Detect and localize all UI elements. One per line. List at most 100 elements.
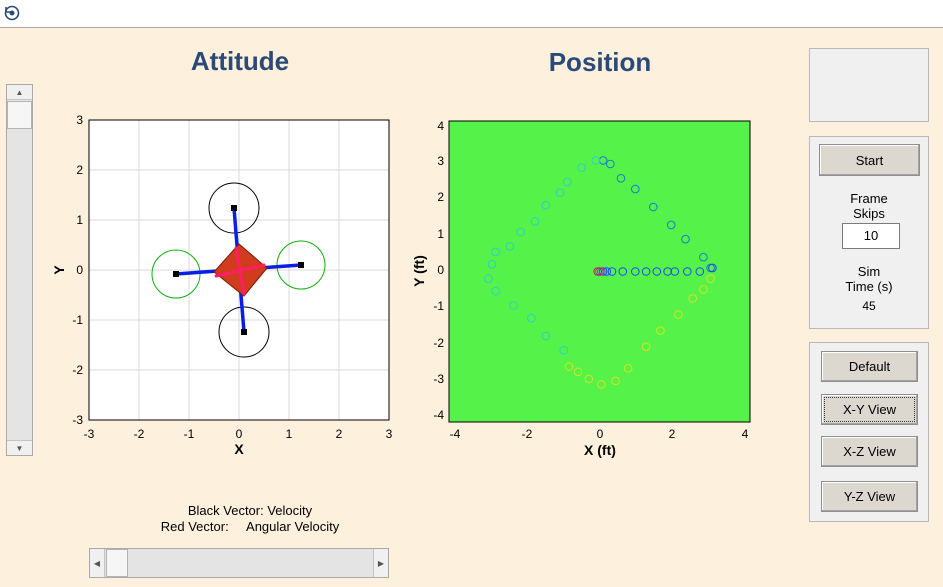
attitude-ytick: 2 [76, 163, 83, 177]
default-view-button[interactable]: Default [821, 351, 918, 382]
scroll-up-button[interactable]: ▲ [7, 85, 32, 100]
frame-skips-label-line2: Skips [853, 206, 885, 221]
trajectory-point [708, 263, 717, 273]
trajectory-point [591, 156, 601, 165]
trajectory-point [699, 285, 708, 294]
position-xtick: -4 [450, 427, 461, 441]
vertical-scroll-thumb[interactable] [7, 101, 32, 129]
attitude-xtick: -2 [134, 427, 145, 441]
position-plot: -4 -2 0 2 4 4 3 2 1 0 -1 -2 -3 -4 X (ft)… [411, 119, 751, 458]
trajectory-point [607, 267, 617, 276]
rotate-icon[interactable] [3, 4, 21, 22]
legend-velocity: Black Vector: Velocity [187, 503, 313, 518]
trajectory-point [611, 376, 620, 386]
position-ytick: 3 [437, 154, 444, 168]
position-trajectory [484, 156, 717, 389]
frame-skips-input[interactable]: 10 [842, 223, 900, 249]
trajectory-point [706, 274, 715, 283]
rotor-hub [241, 329, 247, 335]
frame-skips-label: Frame Skips [810, 191, 928, 221]
trajectory-point [530, 217, 540, 226]
trajectory-point [484, 274, 493, 283]
trajectory-point [541, 200, 551, 210]
position-xlabel: X (ft) [584, 442, 616, 458]
trajectory-point [606, 159, 615, 169]
trajectory-point [559, 346, 568, 355]
position-xtick: 0 [597, 427, 604, 441]
trajectory-point [527, 313, 536, 323]
attitude-ytick: 3 [76, 113, 83, 127]
arrow-up-icon: ▲ [15, 87, 24, 97]
trajectory-point [516, 227, 525, 237]
attitude-ytick: 1 [76, 213, 83, 227]
rotor-hub [298, 262, 304, 268]
trajectory-point [618, 267, 628, 276]
position-ytick: -3 [433, 372, 444, 386]
position-ytick: -1 [433, 299, 444, 313]
attitude-title: Attitude [190, 46, 290, 76]
trajectory-point [641, 267, 651, 276]
attitude-xlabel: X [234, 441, 244, 457]
rotor-hub [231, 205, 237, 211]
trajectory-point [656, 326, 665, 335]
trajectory-point [563, 177, 572, 187]
position-ytick: -4 [433, 408, 444, 422]
arrow-right-icon: ▶ [377, 558, 385, 568]
attitude-plot: -3 -2 -1 0 1 2 3 3 2 1 0 -1 -2 -3 X Y [51, 113, 393, 457]
trajectory-point [616, 174, 626, 183]
scroll-right-button[interactable]: ▶ [373, 549, 388, 577]
trajectory-point [670, 267, 680, 276]
attitude-xtick: 0 [236, 427, 243, 441]
trajectory-point [577, 163, 586, 172]
trajectory-point [541, 331, 551, 341]
trajectory-point [564, 362, 574, 371]
attitude-xtick: 2 [336, 427, 343, 441]
scroll-left-button[interactable]: ◀ [90, 549, 105, 577]
trajectory-point [555, 188, 565, 197]
toolbar [0, 0, 943, 28]
position-ytick: 0 [437, 263, 444, 277]
xy-view-button[interactable]: X-Y View [821, 394, 918, 425]
legend-angular-velocity: Red Vector: Angular Velocity [160, 519, 340, 534]
trajectory-point [491, 247, 500, 257]
view-panel: Default X-Y View X-Z View Y-Z View [809, 342, 929, 522]
trajectory-point [584, 374, 594, 384]
trajectory-point [593, 267, 602, 276]
vertical-scrollbar[interactable]: ▲ ▼ [6, 84, 33, 456]
attitude-ylabel: Y [51, 265, 67, 275]
trajectory-point [573, 367, 583, 377]
trajectory-point [652, 267, 662, 276]
trajectory-point [688, 294, 698, 303]
rotor-circle-front [208, 182, 260, 234]
scroll-down-button[interactable]: ▼ [7, 440, 32, 455]
sim-time-label-line1: Sim [857, 264, 881, 279]
start-button[interactable]: Start [819, 144, 920, 176]
horizontal-scrollbar[interactable]: ◀ ▶ [89, 548, 389, 578]
trajectory-point [505, 242, 515, 251]
trajectory-point [487, 260, 497, 269]
attitude-xtick: 1 [286, 427, 293, 441]
attitude-ytick: -3 [72, 413, 83, 427]
position-xtick: -2 [522, 427, 533, 441]
sim-time-label: Sim Time (s) [810, 264, 928, 294]
position-xtick: 2 [669, 427, 676, 441]
trajectory-point [623, 363, 633, 373]
trajectory-point [631, 184, 640, 194]
trajectory-point [683, 267, 692, 276]
rotor-hub [173, 271, 179, 277]
yz-view-button[interactable]: Y-Z View [821, 481, 918, 512]
position-ytick: -2 [433, 336, 444, 350]
trajectory-point [509, 301, 518, 310]
attitude-xtick: 3 [386, 427, 393, 441]
arrow-down-icon: ▼ [15, 443, 24, 453]
trajectory-point [597, 380, 606, 389]
trajectory-point [649, 202, 658, 212]
info-panel [809, 48, 929, 122]
trajectory-point [631, 267, 640, 276]
position-ylabel: Y (ft) [411, 255, 427, 287]
horizontal-scroll-thumb[interactable] [106, 549, 128, 577]
trajectory-point [674, 310, 683, 319]
frame-skips-label-line1: Frame [850, 191, 888, 206]
vector-legend: Black Vector: Velocity Red Vector: Angul… [120, 503, 380, 535]
xz-view-button[interactable]: X-Z View [821, 436, 918, 467]
